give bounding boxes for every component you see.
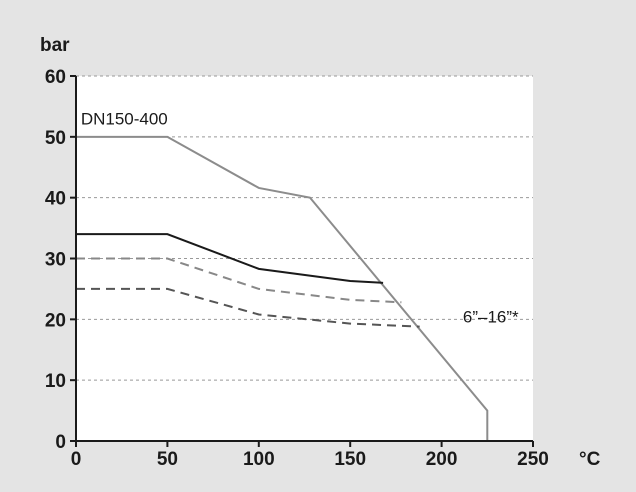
series-layer [76,135,489,441]
x-axis-label: °C [579,449,601,470]
x-tick-label: 0 [71,449,82,470]
annotation-1: DN150-400 [81,110,168,129]
y-tick-label: 0 [55,432,66,453]
x-tick-label: 100 [243,449,275,470]
x-tick-label: 50 [157,449,178,470]
series-line-4 [76,287,420,328]
y-tick-label: 20 [45,310,66,331]
annotation-2: 6”–16”* [463,307,519,326]
x-tick-label: 250 [517,449,549,470]
x-tick-label: 200 [426,449,458,470]
y-tick-label: 40 [45,189,66,210]
annotations: DN150-400 6”–16”* [81,110,519,327]
series-line-1 [76,135,489,441]
series-line-3 [76,257,402,304]
y-tick-label: 10 [45,371,66,392]
y-axis-label: bar [40,35,70,56]
y-tick-label: 30 [45,250,66,271]
y-tick-label: 50 [45,128,66,149]
series-line-2 [76,233,384,284]
x-tick-label: 150 [334,449,366,470]
tick-labels: 0 50 100 150 200 250 0 10 20 30 40 50 60 [45,67,549,470]
axes [70,75,534,447]
y-tick-label: 60 [45,67,66,88]
